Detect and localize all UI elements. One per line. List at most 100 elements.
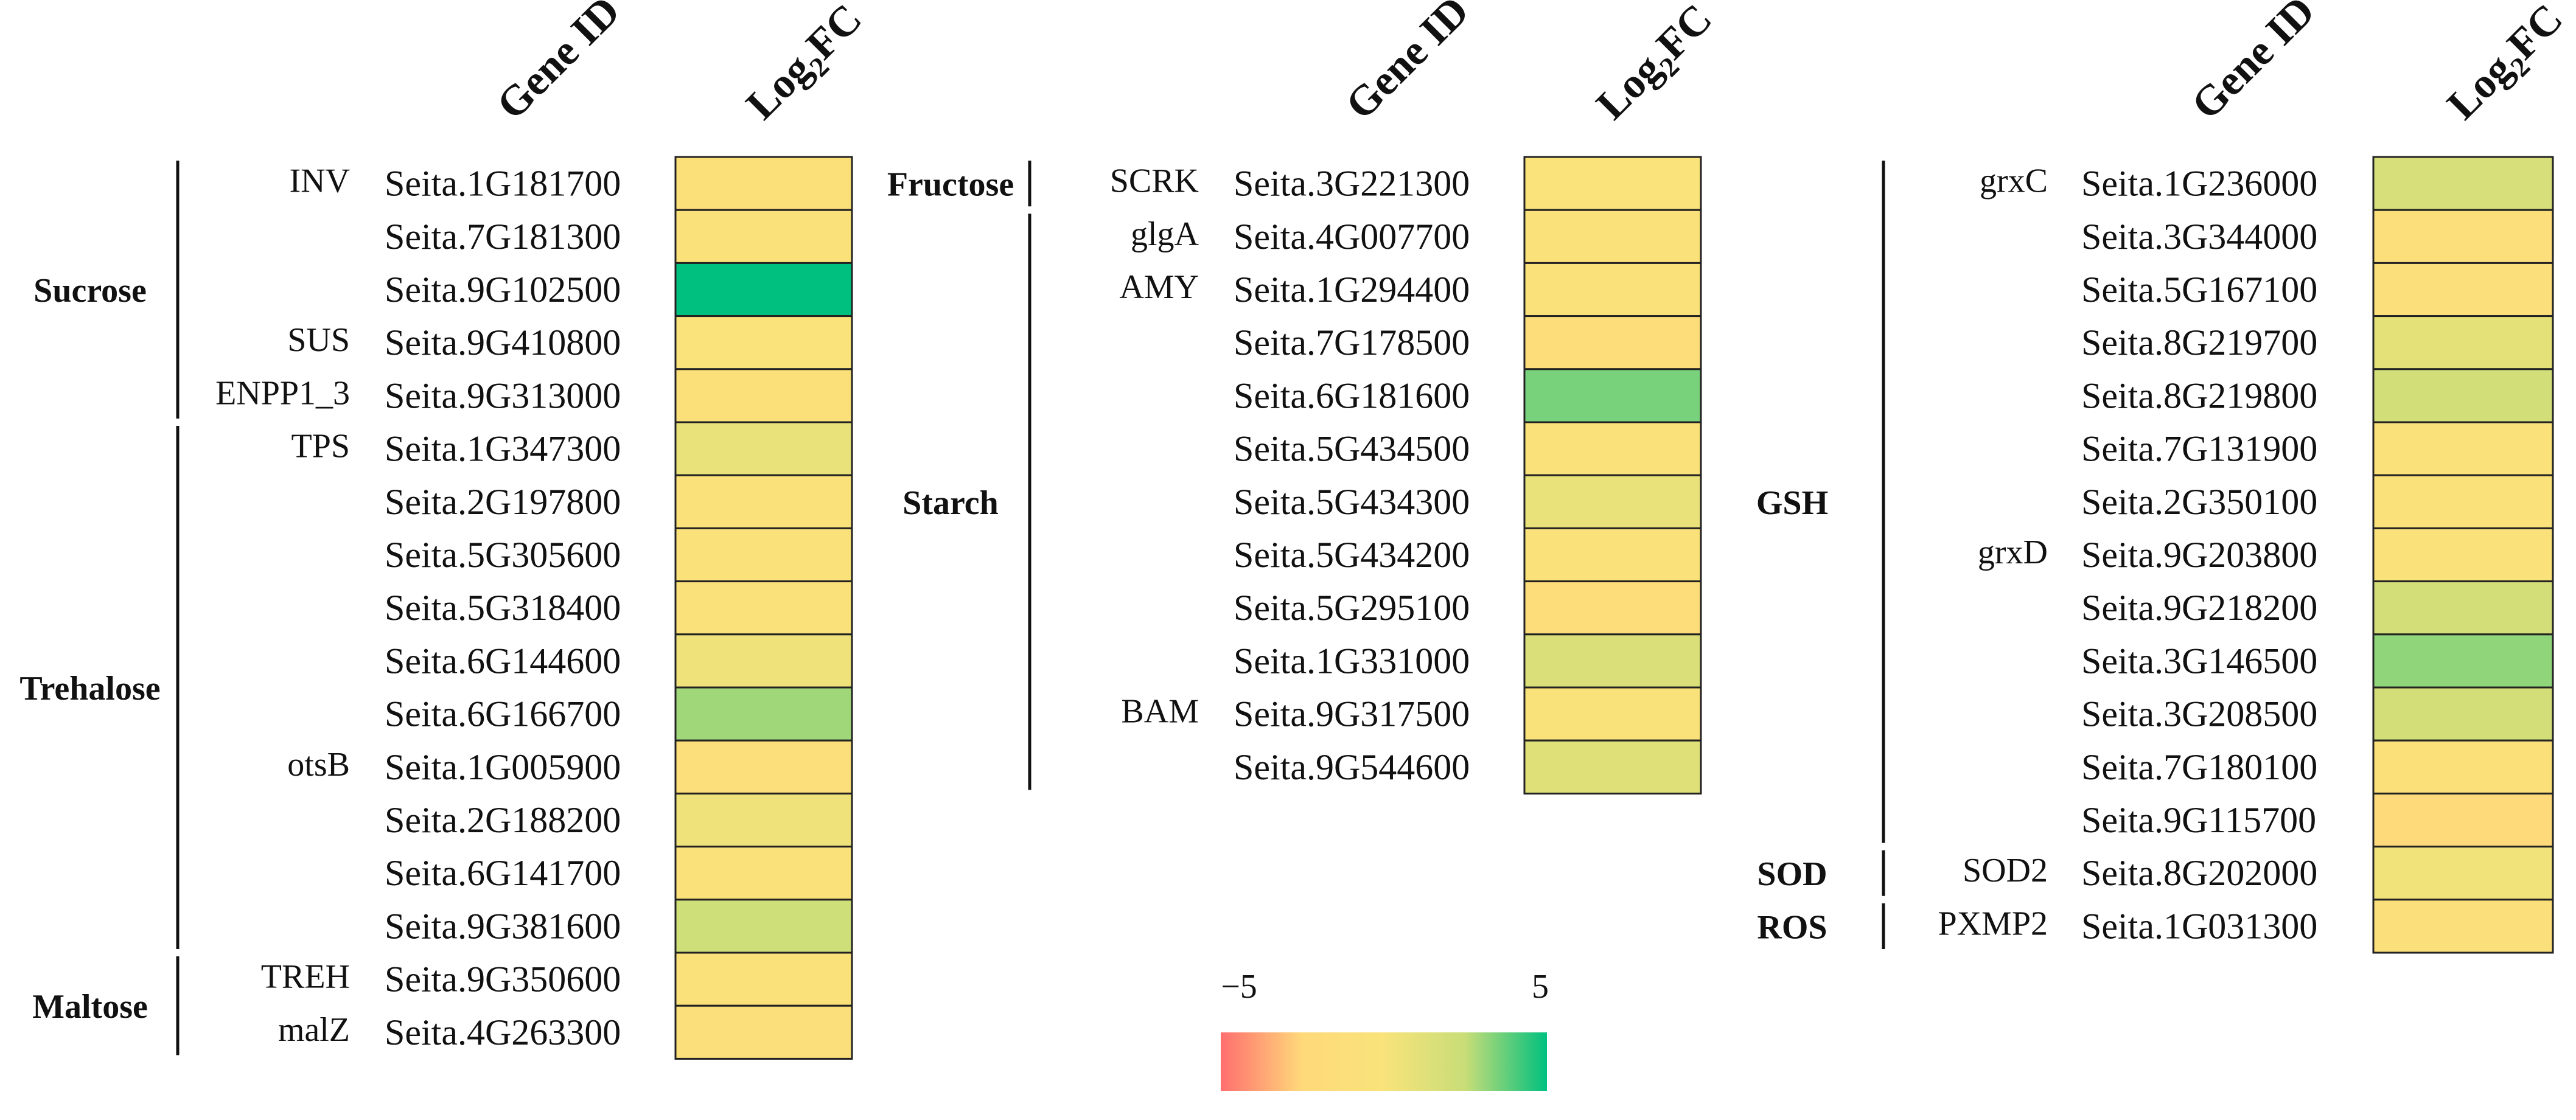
heatmap-cell <box>674 156 853 211</box>
gene-id-label: Seita.7G131900 <box>2081 429 2317 469</box>
heatmap-cell <box>2372 315 2554 370</box>
heatmap-cell <box>1523 527 1702 583</box>
category-label: SOD <box>1757 855 1827 893</box>
gene-name-label: SUS <box>287 321 350 359</box>
gene-name-label: BAM <box>1121 693 1199 731</box>
gene-name-label: SOD2 <box>1963 852 2048 889</box>
heatmap-cell <box>2372 527 2554 583</box>
gene-name-label: INV <box>289 162 350 200</box>
heatmap-cell <box>2372 846 2554 901</box>
heatmap-cell <box>2372 262 2554 318</box>
gene-name-label: grxD <box>1978 534 2048 571</box>
heatmap-cell <box>2372 421 2554 476</box>
gene-id-label: Seita.8G219800 <box>2081 375 2317 416</box>
heatmap-cell <box>2372 792 2554 848</box>
color-legend: −5 5 <box>1221 968 1549 1091</box>
gene-id-label: Seita.2G197800 <box>385 482 621 522</box>
heatmap-cell <box>1523 368 1702 423</box>
gene-id-label: Seita.9G203800 <box>2081 535 2317 575</box>
gene-name-label: ENPP1_3 <box>215 374 350 412</box>
legend-color-bar <box>1221 1032 1547 1091</box>
category-label: GSH <box>1756 484 1828 522</box>
category-label: Maltose <box>32 988 148 1026</box>
log2fc-header: Log2FC <box>1588 0 1725 133</box>
heatmap-cell <box>1523 262 1702 318</box>
gene-id-label: Seita.7G178500 <box>1234 322 1470 363</box>
gene-id-label: Seita.5G167100 <box>2081 270 2317 310</box>
gene-id-label: Seita.3G208500 <box>2081 694 2317 734</box>
gene-name-label: TREH <box>261 958 350 996</box>
gene-id-label: Seita.1G236000 <box>2081 164 2317 204</box>
gene-id-label: Seita.8G202000 <box>2081 853 2317 893</box>
gene-id-label: Seita.9G350600 <box>385 959 621 1000</box>
gene-id-label: Seita.9G317500 <box>1234 694 1470 734</box>
gene-id-label: Seita.7G180100 <box>2081 747 2317 787</box>
gene-id-label: Seita.1G181700 <box>385 164 621 204</box>
heatmap-cell <box>674 792 853 848</box>
gene-id-label: Seita.5G434300 <box>1234 482 1470 522</box>
gene-name-label: grxC <box>1980 162 2048 200</box>
gene-id-label: Seita.4G007700 <box>1234 217 1470 257</box>
heatmap-cell <box>674 686 853 742</box>
log2fc-header: Log2FC <box>738 0 875 133</box>
gene-id-label: Seita.1G347300 <box>385 429 621 469</box>
gene-name-label: otsB <box>287 746 350 784</box>
gene-id-label: Seita.8G219700 <box>2081 322 2317 363</box>
heatmap-cell <box>674 421 853 476</box>
heatmap-cell <box>674 1004 853 1060</box>
gene-id-label: Seita.2G350100 <box>2081 482 2317 522</box>
heatmap-panel-2: Gene ID Log2FC Seita.3G221300 SCRK Seita.4G0… <box>887 0 1725 795</box>
heatmap-cell <box>674 262 853 318</box>
gene-id-label: Seita.5G434500 <box>1234 429 1470 469</box>
gene-id-label: Seita.5G295100 <box>1234 588 1470 628</box>
gene-name-label: malZ <box>278 1011 350 1049</box>
heatmap-cell <box>1523 633 1702 689</box>
gene-id-label: Seita.5G305600 <box>385 535 621 575</box>
log2fc-header: Log2FC <box>2438 0 2576 133</box>
gene-id-label: Seita.9G410800 <box>385 322 621 363</box>
legend-min-label: −5 <box>1221 968 1257 1006</box>
heatmap-cell <box>674 527 853 583</box>
gene-id-label: Seita.4G263300 <box>385 1012 621 1052</box>
gene-name-label: glgA <box>1131 215 1199 253</box>
gene-id-label: Seita.1G031300 <box>2081 906 2317 946</box>
gene-id-label: Seita.1G005900 <box>385 747 621 787</box>
heatmap-cell <box>1523 686 1702 742</box>
heatmap-cell <box>1523 580 1702 636</box>
heatmap-cell <box>1523 739 1702 795</box>
gene-id-label: Seita.6G144600 <box>385 641 621 681</box>
heatmap-cell <box>674 846 853 901</box>
heatmap-cell <box>674 580 853 636</box>
heatmap-cell <box>674 315 853 370</box>
heatmap-cell <box>1523 156 1702 211</box>
gene-id-label: Seita.6G141700 <box>385 853 621 893</box>
category-label: Sucrose <box>33 272 147 310</box>
heatmap-cell <box>2372 686 2554 742</box>
gene-id-label: Seita.9G102500 <box>385 270 621 310</box>
gene-id-label: Seita.7G181300 <box>385 217 621 257</box>
gene-id-header: Gene ID <box>2183 0 2324 128</box>
gene-id-label: Seita.6G166700 <box>385 694 621 734</box>
gene-name-label: PXMP2 <box>1938 905 2048 942</box>
gene-id-label: Seita.9G115700 <box>2081 800 2316 840</box>
heatmap-cell <box>2372 368 2554 423</box>
category-label: Starch <box>902 484 999 522</box>
gene-id-label: Seita.6G181600 <box>1234 375 1470 416</box>
legend-max-label: 5 <box>1532 968 1549 1006</box>
gene-name-label: AMY <box>1119 268 1199 306</box>
heatmap-cell <box>1523 421 1702 476</box>
gene-id-label: Seita.3G344000 <box>2081 217 2317 257</box>
heatmap-cell <box>674 951 853 1007</box>
gene-id-label: Seita.5G434200 <box>1234 535 1470 575</box>
category-label: ROS <box>1757 908 1827 946</box>
gene-id-label: Seita.9G218200 <box>2081 588 2317 628</box>
heatmap-cell <box>2372 633 2554 689</box>
heatmap-cell <box>2372 474 2554 529</box>
heatmap-cell <box>2372 580 2554 636</box>
heatmap-cell <box>1523 209 1702 264</box>
gene-id-label: Seita.9G544600 <box>1234 747 1470 787</box>
heatmap-cell <box>1523 315 1702 370</box>
gene-id-label: Seita.1G331000 <box>1234 641 1470 681</box>
